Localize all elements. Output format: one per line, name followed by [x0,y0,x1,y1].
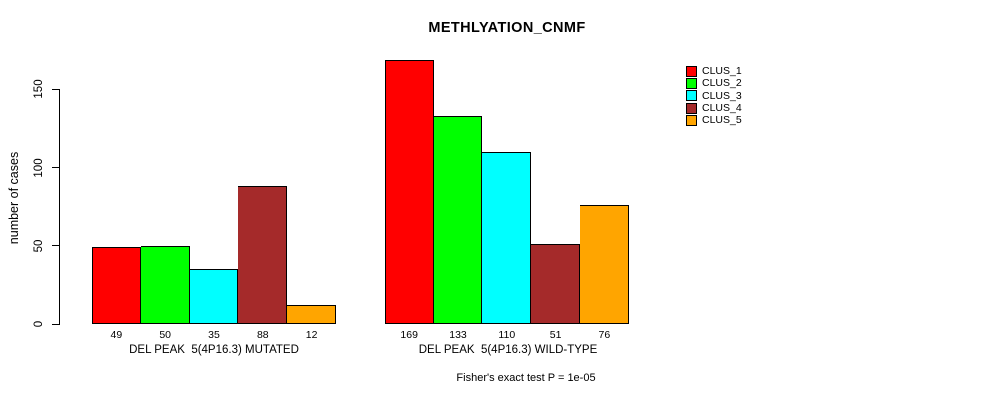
legend-item-CLUS_3: CLUS_3 [686,90,742,102]
y-tick-label: 50 [33,239,45,253]
legend-item-CLUS_5: CLUS_5 [686,114,742,126]
bar-value-label: 169 [400,329,418,341]
y-tick-mark [52,245,59,247]
bar-CLUS_3-wild-type [482,151,532,324]
bar-CLUS_1-wild-type [384,59,434,324]
legend-swatch-icon [686,102,697,114]
y-tick-mark [52,167,59,169]
bar-CLUS_2-mutated [140,245,190,324]
legend-swatch-icon [686,77,697,89]
legend-item-CLUS_4: CLUS_4 [686,102,742,114]
bar-value-label: 12 [305,329,318,341]
bar-CLUS_5-mutated [287,305,336,324]
legend-label: CLUS_4 [702,102,742,115]
legend-label: CLUS_2 [702,77,742,90]
legend-swatch-icon [686,90,697,102]
fisher-exact-test-note: Fisher's exact test P = 1e-05 [456,372,596,384]
y-axis-title: number of cases [7,151,21,245]
legend: CLUS_1 CLUS_2 CLUS_3 CLUS_4 CLUS_5 [686,65,742,126]
bar-CLUS_2-wild-type [433,115,483,324]
legend-item-CLUS_1: CLUS_1 [686,65,742,77]
y-tick-label: 150 [33,79,45,99]
bar-value-label: 76 [598,329,611,341]
x-group-label-mutated: DEL PEAK 5(4P16.3) MUTATED [129,344,299,356]
bar-value-label: 133 [449,329,467,341]
bar-value-label: 88 [256,329,269,341]
bar-value-label: 35 [208,329,220,341]
chart-title: METHLYATION_CNMF [428,20,586,36]
legend-label: CLUS_5 [702,114,742,127]
bar-CLUS_5-wild-type [580,205,629,324]
bar-CLUS_4-mutated [238,186,288,324]
y-tick-label: 100 [33,157,45,178]
x-group-label-wild-type: DEL PEAK 5(4P16.3) WILD-TYPE [418,344,598,356]
bar-CLUS_4-wild-type [531,244,580,324]
bar-CLUS_3-mutated [189,269,239,324]
bar-value-label: 50 [159,329,172,341]
y-tick-label: 0 [33,320,45,328]
legend-swatch-icon [686,65,697,77]
legend-label: CLUS_3 [702,89,742,102]
bar-value-label: 49 [110,329,123,341]
legend-swatch-icon [686,114,697,126]
bar-CLUS_1-mutated [92,247,141,324]
bar-value-label: 110 [498,329,516,341]
legend-label: CLUS_1 [702,65,742,78]
y-tick-mark [52,88,59,90]
bar-value-label: 51 [549,329,562,341]
y-axis-line [59,89,60,325]
y-tick-mark [52,323,59,325]
legend-item-CLUS_2: CLUS_2 [686,77,742,89]
